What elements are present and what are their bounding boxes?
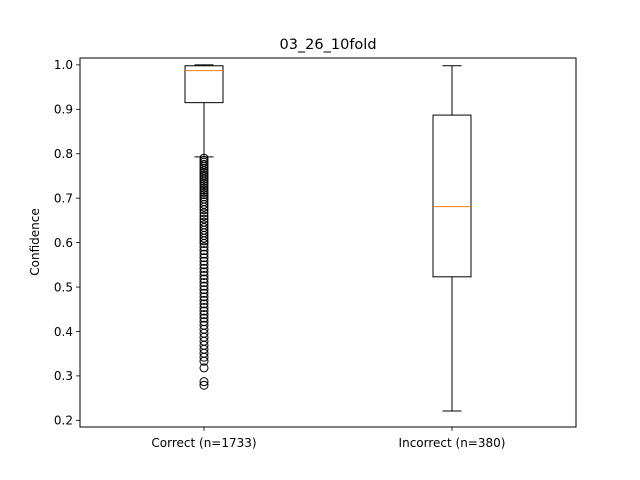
y-axis-title: Confidence bbox=[28, 208, 42, 275]
flier-point bbox=[199, 270, 209, 280]
flier-point bbox=[199, 242, 209, 252]
flier-point bbox=[199, 299, 209, 309]
flier-point bbox=[199, 246, 209, 256]
y-tick-label: 0.3 bbox=[54, 369, 73, 383]
flier-point bbox=[199, 260, 209, 270]
y-tick-label: 0.8 bbox=[54, 147, 73, 161]
flier-point bbox=[199, 274, 209, 284]
iqr-box bbox=[432, 114, 472, 278]
y-tick-label: 0.7 bbox=[54, 191, 73, 205]
flier-point bbox=[199, 183, 209, 193]
flier-point bbox=[199, 363, 209, 373]
flier-point bbox=[199, 238, 209, 248]
flier-point bbox=[199, 233, 209, 243]
flier-point bbox=[199, 278, 209, 288]
y-axis: 0.2 0.3 0.4 0.5 0.6 0.7 0.8 0.9 1.0 bbox=[54, 58, 80, 428]
flier-point bbox=[199, 377, 209, 387]
flier-point bbox=[199, 356, 209, 366]
flier-point bbox=[199, 313, 209, 323]
flier-point bbox=[199, 302, 209, 312]
boxes-layer bbox=[184, 64, 472, 412]
flier-point bbox=[199, 288, 209, 298]
flier-point bbox=[199, 174, 209, 184]
flier-point bbox=[199, 208, 209, 218]
box-group bbox=[184, 64, 224, 390]
y-tick-label: 0.4 bbox=[54, 325, 73, 339]
x-tick-label: Correct (n=1733) bbox=[151, 436, 256, 450]
flier-point bbox=[199, 202, 209, 212]
flier-point bbox=[199, 179, 209, 189]
flier-point bbox=[199, 281, 209, 291]
flier-point bbox=[199, 310, 209, 320]
flier-point bbox=[199, 256, 209, 266]
flier-point bbox=[199, 187, 209, 197]
flier-point bbox=[199, 161, 209, 171]
y-tick-label: 0.9 bbox=[54, 103, 73, 117]
chart-title: 03_26_10fold bbox=[279, 37, 376, 53]
flier-point bbox=[199, 176, 209, 186]
x-tick-label: Incorrect (n=380) bbox=[399, 436, 506, 450]
box-group bbox=[432, 65, 472, 412]
flier-point bbox=[199, 185, 209, 195]
flier-point bbox=[199, 181, 209, 191]
flier-point bbox=[199, 190, 209, 200]
flier-point bbox=[199, 236, 209, 246]
iqr-box bbox=[184, 65, 224, 104]
x-axis: Correct (n=1733) Incorrect (n=380) bbox=[151, 427, 505, 450]
flier-point bbox=[199, 292, 209, 302]
flier-point bbox=[199, 380, 209, 390]
y-tick-label: 1.0 bbox=[54, 58, 73, 72]
flier-point bbox=[199, 285, 209, 295]
flier-point bbox=[199, 263, 209, 273]
flier-point bbox=[199, 306, 209, 316]
y-tick-label: 0.2 bbox=[54, 414, 73, 428]
flier-point bbox=[199, 249, 209, 259]
flier-point bbox=[199, 211, 209, 221]
y-tick-label: 0.6 bbox=[54, 236, 73, 250]
flier-point bbox=[199, 352, 209, 362]
flier-point bbox=[199, 295, 209, 305]
flier-point bbox=[199, 253, 209, 263]
flier-point bbox=[199, 205, 209, 215]
flier-point bbox=[199, 172, 209, 182]
y-tick-label: 0.5 bbox=[54, 280, 73, 294]
flier-point bbox=[199, 267, 209, 277]
